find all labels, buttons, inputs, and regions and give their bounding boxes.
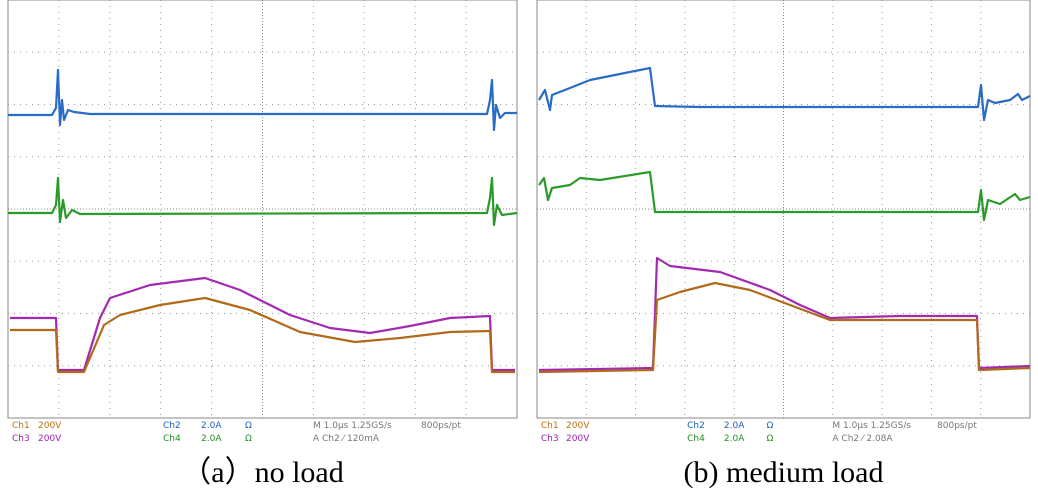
- readout: 800ps/pt: [937, 421, 977, 431]
- readout: 800ps/pt: [421, 421, 461, 431]
- readout: 200V: [38, 434, 62, 444]
- readout: 2.0A: [201, 421, 222, 431]
- scope-panel: Ch1 200V Ch3 200V Ch2 2.0A Ω Ch4 2.0A Ω M 1.0μs 1.…: [537, 0, 1030, 489]
- readout: 200V: [566, 434, 590, 444]
- readout: 200V: [566, 421, 590, 431]
- readout: A Ch2 ⁄ 120mA: [313, 434, 380, 444]
- readout: Ch4: [163, 434, 181, 444]
- readout: Ch3: [12, 434, 30, 444]
- readout: Ω: [767, 434, 774, 444]
- figure: Ch1 200V Ch3 200V Ch2 2.0A Ω Ch4 2.0A Ω M 1.0μs 1.…: [0, 0, 1038, 494]
- readout: A Ch2 ⁄ 2.08A: [832, 434, 893, 444]
- readout: M 1.0μs 1.25GS/s: [832, 421, 911, 431]
- caption: (b) medium load: [684, 456, 884, 489]
- readout: 200V: [38, 421, 62, 431]
- caption: （a）no load: [181, 456, 343, 489]
- readout: 2.0A: [724, 421, 745, 431]
- readout: Ω: [245, 434, 252, 444]
- readout: 2.0A: [724, 434, 745, 444]
- readout: 2.0A: [201, 434, 222, 444]
- waveform-ch4: [539, 172, 1030, 220]
- readout: M 1.0μs 1.25GS/s: [313, 421, 392, 431]
- readout: Ch2: [163, 421, 181, 431]
- readout: Ch2: [687, 421, 705, 431]
- waveform-ch2: [539, 68, 1030, 120]
- readout: Ch1: [541, 421, 559, 431]
- readout: Ω: [767, 421, 774, 431]
- readout: Ω: [245, 421, 252, 431]
- scope-panel: Ch1 200V Ch3 200V Ch2 2.0A Ω Ch4 2.0A Ω M 1.0μs 1.…: [8, 0, 517, 489]
- readout: Ch3: [541, 434, 559, 444]
- waveform-ch2: [8, 70, 517, 130]
- readout: Ch1: [12, 421, 30, 431]
- readout: Ch4: [687, 434, 705, 444]
- waveform-ch3: [539, 258, 1030, 370]
